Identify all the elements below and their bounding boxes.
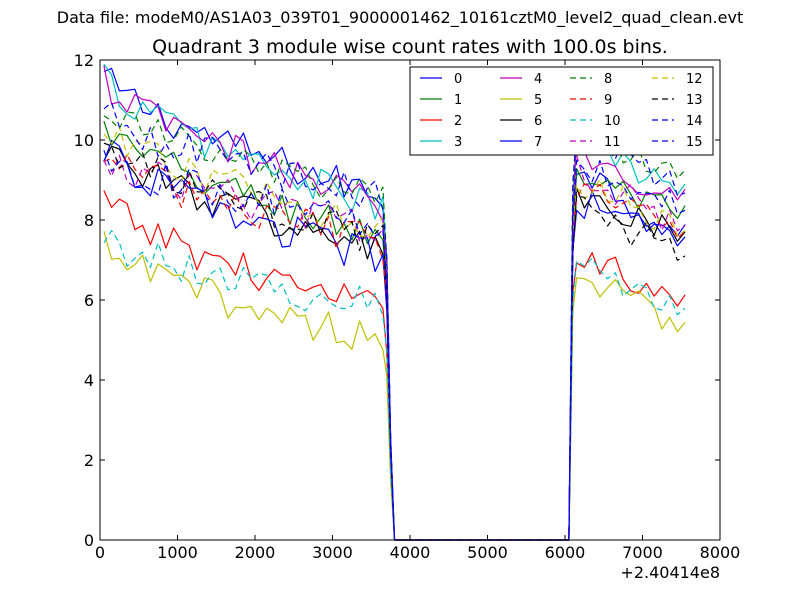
legend-label-11: 11	[604, 135, 621, 150]
x-tick-label: 4000	[390, 543, 431, 562]
legend-label-14: 14	[686, 114, 703, 129]
plot-lines	[103, 63, 686, 541]
legend-label-0: 0	[454, 72, 462, 87]
series-line-3	[103, 63, 686, 541]
y-tick-label: 6	[84, 291, 94, 310]
legend-label-13: 13	[686, 93, 703, 108]
legend-label-1: 1	[454, 93, 462, 108]
series-line-10	[103, 230, 686, 541]
chart-title: Quadrant 3 module wise count rates with …	[152, 36, 668, 58]
x-tick-label: 6000	[545, 543, 586, 562]
y-tick-label: 8	[84, 211, 94, 230]
legend-label-6: 6	[534, 114, 542, 129]
series-line-14	[103, 102, 686, 541]
x-tick-label: 7000	[622, 543, 663, 562]
legend-label-4: 4	[534, 72, 542, 87]
axis-ticks: 0 1000 2000 3000 4000 5000 6000 7000 80000246810…	[74, 51, 741, 562]
series-line-4	[103, 65, 686, 541]
legend-box	[409, 66, 714, 156]
y-tick-label: 0	[84, 531, 94, 550]
figure-suptitle: Data file: modeM0/AS1A03_039T01_90000014…	[57, 8, 743, 28]
legend-label-8: 8	[604, 72, 612, 87]
series-line-7	[103, 139, 686, 541]
x-offset-label: +2.40414e8	[620, 563, 720, 582]
y-tick-label: 2	[84, 451, 94, 470]
legend-label-12: 12	[686, 72, 703, 87]
y-tick-label: 12	[74, 51, 94, 70]
legend-label-3: 3	[454, 135, 462, 150]
x-tick-label: 0	[95, 543, 105, 562]
y-tick-label: 4	[84, 371, 94, 390]
x-tick-label: 3000	[312, 543, 353, 562]
series-line-5	[103, 230, 686, 541]
legend-label-7: 7	[534, 135, 542, 150]
series-line-2	[103, 190, 686, 541]
x-tick-label: 1000	[157, 543, 198, 562]
y-tick-label: 10	[74, 131, 94, 150]
legend-label-15: 15	[686, 135, 703, 150]
legend-label-9: 9	[604, 93, 612, 108]
x-tick-label: 2000	[235, 543, 276, 562]
legend-label-5: 5	[534, 93, 542, 108]
x-tick-label: 5000	[467, 543, 508, 562]
series-line-15	[103, 150, 686, 541]
series-line-9	[103, 154, 686, 541]
series-line-1	[103, 120, 686, 541]
series-line-12	[103, 126, 686, 541]
legend-label-2: 2	[454, 114, 462, 129]
x-tick-label: 8000	[700, 543, 741, 562]
legend-label-10: 10	[604, 114, 621, 129]
